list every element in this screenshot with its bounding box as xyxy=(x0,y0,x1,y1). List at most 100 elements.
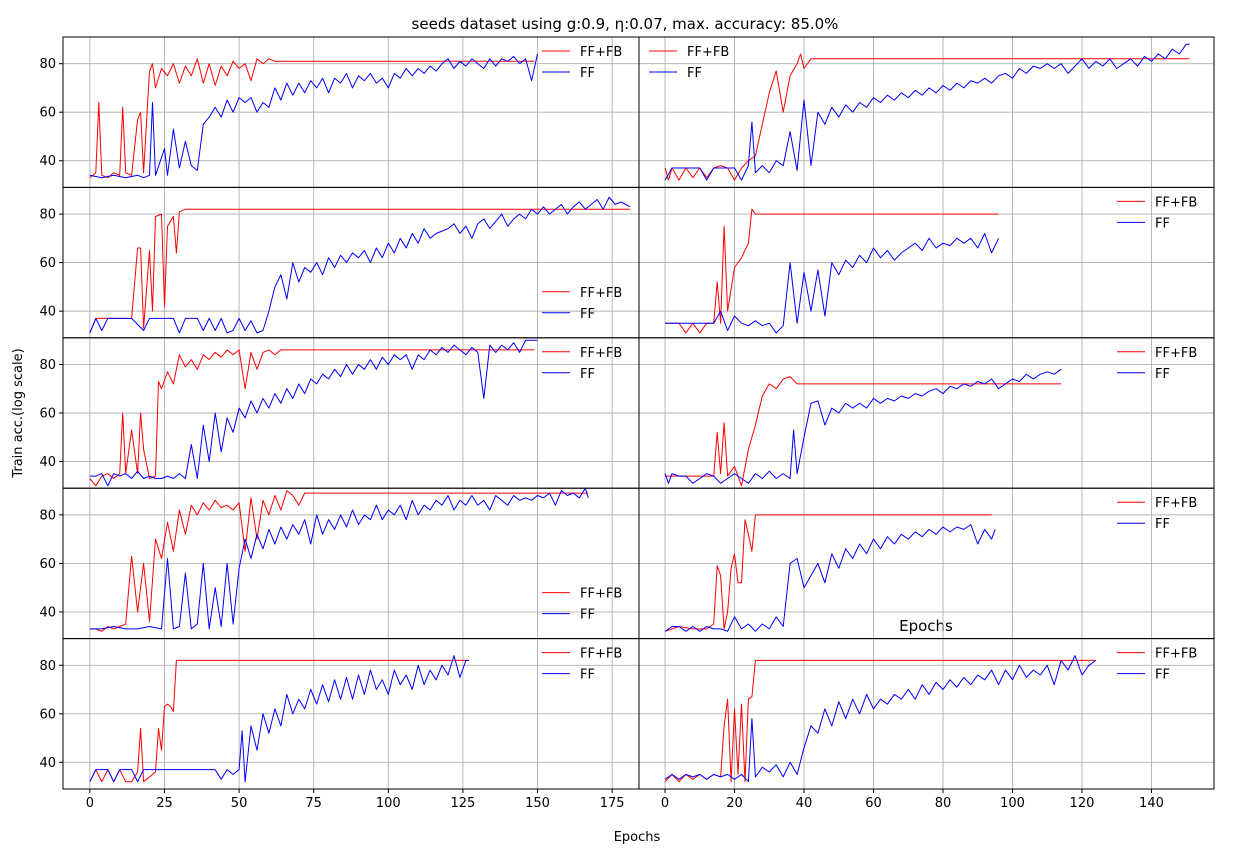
panel-r1c2: FF+FB FF xyxy=(638,36,1215,188)
x-tick-label: 25 xyxy=(156,796,173,811)
x-tick-label: 100 xyxy=(1000,796,1025,811)
legend: FF+FB FF xyxy=(542,647,622,683)
series-line-ffbp xyxy=(89,208,630,334)
legend-label-ff: FF xyxy=(1155,517,1170,532)
legend-label-ffbp: FF+FB xyxy=(1155,195,1197,210)
panels-group: 40 60 80 FF+FB FF FF+FB FF 40 60 80 FF+FB FF FF+FB FF… xyxy=(39,36,1215,811)
x-tick-label: 140 xyxy=(1139,796,1164,811)
legend-label-ff: FF xyxy=(580,608,595,623)
y-tick-label: 80 xyxy=(39,659,56,674)
legend-label-ff: FF xyxy=(687,66,702,81)
legend-label-ffbp: FF+FB xyxy=(1155,346,1197,361)
legend: FF+FB FF xyxy=(542,45,622,81)
series-line-ff xyxy=(665,233,1000,334)
y-tick-label: 80 xyxy=(39,508,56,523)
series-group xyxy=(664,43,1190,181)
panel-r5c1: 40 60 80 0 25 50 75 100 125 150 175 FF+FB FF xyxy=(39,638,640,811)
y-tick-label: 60 xyxy=(39,106,56,121)
series-line-ff xyxy=(89,196,631,334)
legend-label-ffbp: FF+FB xyxy=(580,286,622,301)
x-tick-label: 40 xyxy=(796,796,813,811)
series-line-ffbp xyxy=(665,376,1062,487)
y-tick-label: 40 xyxy=(39,154,56,169)
series-line-ffbp xyxy=(664,659,1096,783)
legend: FF+FB FF xyxy=(542,587,622,623)
panel-r4c1: 40 60 80 FF+FB FF xyxy=(39,487,640,640)
series-group xyxy=(664,655,1097,783)
legend: FF+FB FF xyxy=(542,286,622,322)
series-group xyxy=(89,339,538,487)
legend: FF+FB FF xyxy=(1117,346,1197,382)
y-tick-label: 80 xyxy=(39,57,56,72)
series-line-ffbp xyxy=(665,208,999,334)
panel-r3c2: FF+FB FF xyxy=(638,337,1215,489)
x-tick-label: 60 xyxy=(865,796,882,811)
legend-label-ffbp: FF+FB xyxy=(580,647,622,662)
series-line-ff xyxy=(89,655,469,783)
series-group xyxy=(664,368,1062,487)
legend: FF+FB FF xyxy=(1117,647,1197,683)
y-tick-label: 60 xyxy=(39,407,56,422)
legend: FF+FB FF xyxy=(542,346,622,382)
x-tick-label: 20 xyxy=(726,796,743,811)
series-line-ff xyxy=(89,488,589,630)
y-tick-label: 80 xyxy=(39,358,56,373)
y-tick-label: 40 xyxy=(39,756,56,771)
legend-label-ff: FF xyxy=(1155,216,1170,231)
y-tick-label: 60 xyxy=(39,557,56,572)
legend: FF+FB FF xyxy=(1117,496,1197,532)
legend-label-ffbp: FF+FB xyxy=(1155,496,1197,511)
y-tick-label: 40 xyxy=(39,305,56,320)
x-tick-label: 80 xyxy=(935,796,952,811)
x-tick-label: 100 xyxy=(376,796,401,811)
series-group xyxy=(89,655,469,783)
series-line-ff xyxy=(89,339,538,487)
x-tick-label: 50 xyxy=(231,796,248,811)
x-axis-label: Epochs xyxy=(614,830,661,845)
series-group xyxy=(89,53,538,179)
panel-r4c2: FF+FB FF xyxy=(638,487,1215,640)
legend-label-ffbp: FF+FB xyxy=(580,346,622,361)
series-group xyxy=(664,514,996,632)
series-line-ff xyxy=(664,43,1190,181)
stray-epochs-label: Epochs xyxy=(899,617,953,635)
legend: FF+FB FF xyxy=(1117,195,1197,231)
series-group xyxy=(665,208,1000,334)
series-line-ffbp xyxy=(664,53,1190,181)
panel-r2c1: 40 60 80 FF+FB FF xyxy=(39,186,640,339)
panel-r1c1: 40 60 80 FF+FB FF xyxy=(39,36,640,188)
x-tick-label: 120 xyxy=(1070,796,1095,811)
legend-label-ff: FF xyxy=(580,668,595,683)
legend-label-ffbp: FF+FB xyxy=(580,45,622,60)
series-group xyxy=(89,196,631,334)
legend: FF+FB FF xyxy=(649,45,729,81)
legend-label-ffbp: FF+FB xyxy=(1155,647,1197,662)
legend-label-ff: FF xyxy=(580,367,595,382)
series-line-ff xyxy=(664,368,1062,484)
x-tick-label: 125 xyxy=(451,796,476,811)
series-line-ff xyxy=(89,53,538,179)
x-tick-label: 0 xyxy=(661,796,669,811)
series-line-ffbp xyxy=(89,349,535,487)
y-tick-label: 40 xyxy=(39,455,56,470)
panel-frame xyxy=(638,638,1215,790)
legend-label-ff: FF xyxy=(580,66,595,81)
series-line-ff xyxy=(664,655,1097,783)
series-line-ffbp xyxy=(89,490,589,632)
series-line-ff xyxy=(664,524,996,632)
y-tick-label: 60 xyxy=(39,707,56,722)
chart-title: seeds dataset using g:0.9, η:0.07, max. … xyxy=(412,15,839,33)
panel-r3c1: 40 60 80 FF+FB FF xyxy=(39,337,640,489)
y-tick-label: 80 xyxy=(39,208,56,223)
panel-r2c2: FF+FB FF xyxy=(638,186,1215,339)
series-line-ffbp xyxy=(89,58,535,179)
y-tick-label: 60 xyxy=(39,256,56,271)
legend-label-ff: FF xyxy=(1155,367,1170,382)
series-line-ffbp xyxy=(664,514,992,632)
series-group xyxy=(89,488,589,632)
legend-label-ffbp: FF+FB xyxy=(687,45,729,60)
legend-label-ffbp: FF+FB xyxy=(580,587,622,602)
y-axis-label: Train acc.(log scale) xyxy=(11,348,26,478)
x-tick-label: 175 xyxy=(600,796,625,811)
